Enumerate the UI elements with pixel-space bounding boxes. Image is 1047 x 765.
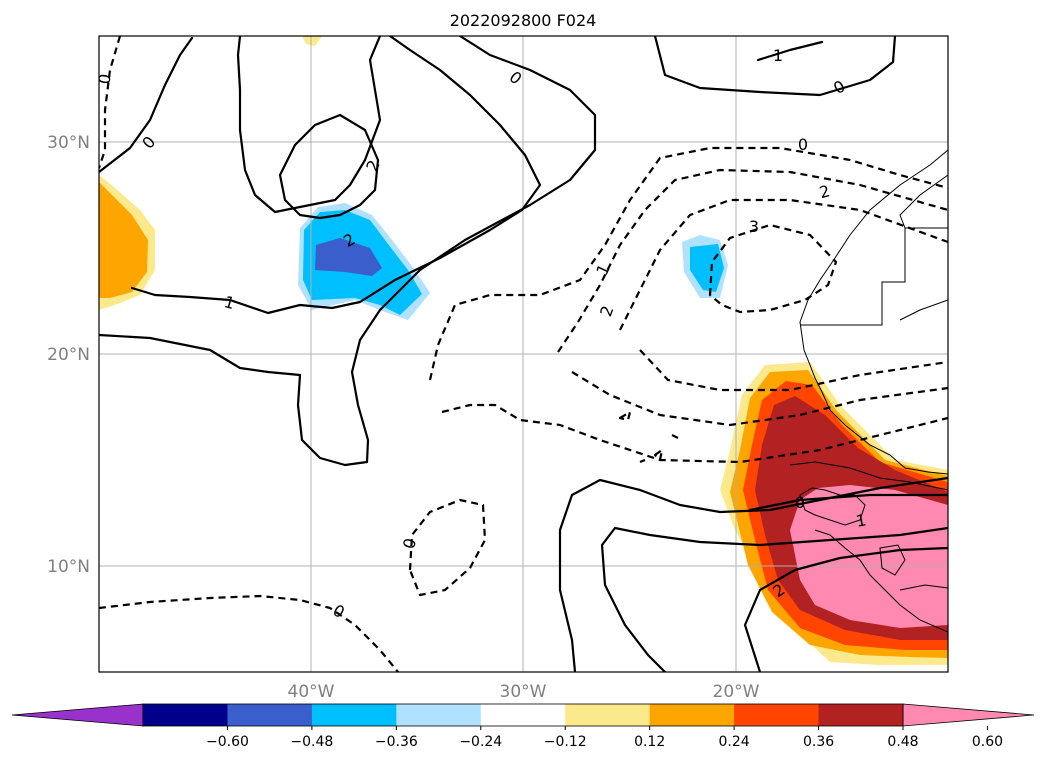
colorbar-tick-label: −0.36	[375, 734, 418, 750]
lat-label-10n: 10°N	[47, 557, 90, 577]
colorbar-segment	[396, 704, 482, 726]
colorbar: −0.60 −0.48 −0.36 −0.24 −0.12 0.12 0.24 0.36 0.4…	[11, 703, 1035, 750]
latitude-labels: 30°N 20°N 10°N	[47, 133, 90, 577]
contour-label: 0	[399, 536, 420, 551]
shaded-field-central-blue	[298, 203, 430, 320]
shaded-field-africa	[720, 362, 948, 665]
contour-label: 1	[773, 46, 783, 65]
contour-label: 0	[798, 135, 808, 154]
colorbar-tick-label: −0.24	[459, 734, 502, 750]
lat-label-30n: 30°N	[47, 133, 90, 153]
lon-label-30w: 30°W	[500, 682, 547, 702]
colorbar-tick-label: 0.36	[803, 734, 834, 750]
colorbar-segment	[565, 704, 651, 726]
colorbar-segment	[311, 704, 397, 726]
colorbar-extend-low	[11, 703, 144, 727]
map-frame	[98, 35, 949, 673]
colorbar-tick-label: −0.12	[544, 734, 587, 750]
shaded-field-north	[302, 36, 322, 46]
colorbar-segment	[227, 704, 313, 726]
lon-label-20w: 20°W	[713, 682, 760, 702]
colorbar-tick-label: 0.48	[887, 734, 918, 750]
solid-contours	[99, 36, 948, 672]
colorbar-segment	[143, 704, 228, 726]
contour-label: 1	[854, 510, 867, 530]
colorbar-segment	[818, 704, 904, 726]
map-panel: 0 0 0 1 0 2 2 1 0 2 1 2 3 0 0 0 1 2	[94, 36, 948, 672]
colorbar-tick-label: −0.60	[206, 734, 249, 750]
contour-label: 1	[222, 292, 237, 313]
dashed-contours	[99, 36, 948, 672]
colorbar-segment	[734, 704, 820, 726]
colorbar-segment	[480, 704, 566, 726]
lon-label-40w: 40°W	[288, 682, 335, 702]
colorbar-tick-label: 0.24	[719, 734, 750, 750]
colorbar-tick-label: −0.48	[290, 734, 333, 750]
contour-label: 0	[795, 493, 805, 512]
colorbar-segment	[649, 704, 735, 726]
longitude-labels: 40°W 30°W 20°W	[288, 682, 760, 702]
lat-label-20n: 20°N	[47, 345, 90, 365]
colorbar-frame	[142, 703, 904, 727]
figure-title: 2022092800 F024	[450, 11, 597, 30]
contour-label: 0	[94, 72, 114, 85]
colorbar-tick-label: 0.60	[972, 734, 1003, 750]
shaded-field-west	[99, 175, 155, 310]
contour-label: 3	[749, 217, 759, 236]
colorbar-tick-label: 0.12	[634, 734, 665, 750]
colorbar-extend-high	[902, 703, 1035, 727]
contour-label: 2	[817, 181, 832, 202]
